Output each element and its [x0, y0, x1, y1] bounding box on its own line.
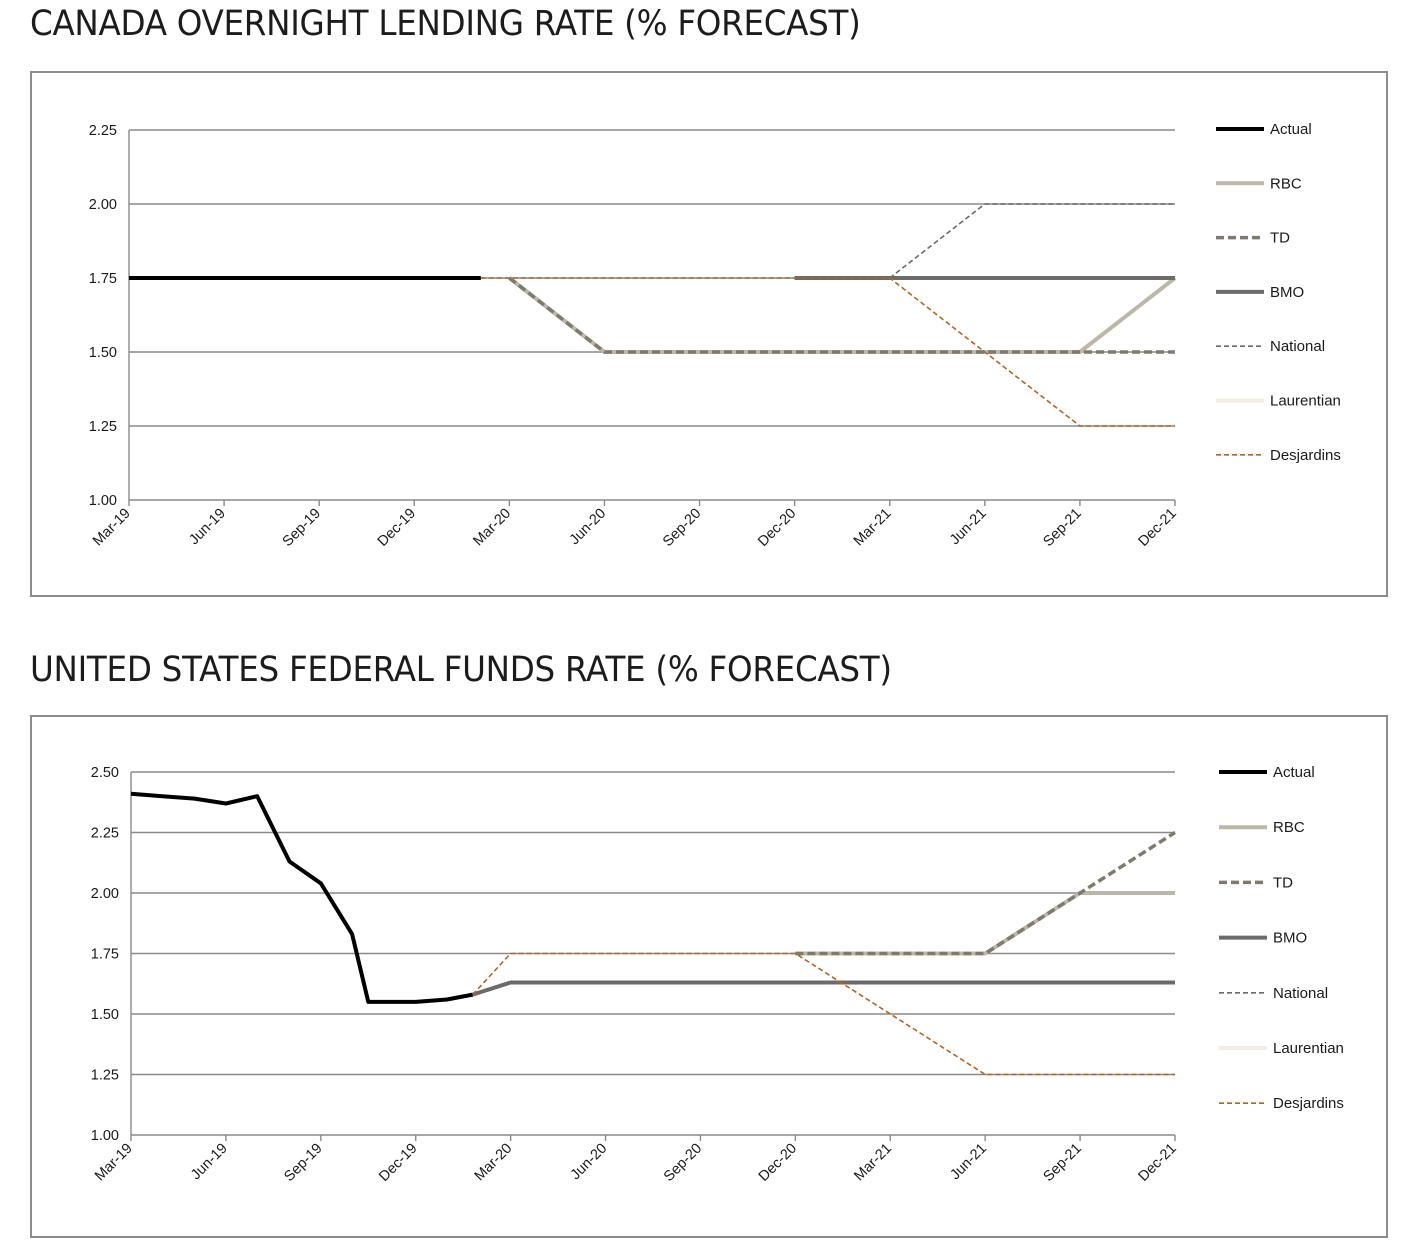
x-tick-label: Dec-21 — [1135, 506, 1179, 550]
legend-label-national: National — [1273, 985, 1328, 1002]
chart-us: 1.00 1.25 1.50 1.75 2.00 2.25 2.50 Mar-19 Jun-19… — [30, 715, 1388, 1238]
series-line-desjardins — [480, 277, 1175, 427]
y-tick-label: 2.25 — [91, 826, 119, 842]
y-tick-label: 1.75 — [89, 271, 117, 287]
y-tick-label: 2.25 — [89, 123, 117, 139]
y-tick-label: 2.00 — [91, 886, 119, 902]
x-tick-label: Jun-21 — [947, 506, 990, 549]
y-tick-label: 1.50 — [91, 1007, 119, 1023]
chart-us-svg: 1.00 1.25 1.50 1.75 2.00 2.25 2.50 Mar-19 Jun-19… — [91, 764, 1344, 1185]
legend-label-bmo: BMO — [1270, 284, 1304, 301]
x-tick-label: Sep-21 — [1040, 506, 1084, 550]
x-tick-label: Mar-19 — [90, 506, 134, 550]
y-tick-label: 1.75 — [91, 947, 119, 963]
y-tick-label: 1.50 — [89, 345, 117, 361]
y-tick-label: 1.25 — [91, 1068, 119, 1084]
x-tick-label: Jun-19 — [188, 1141, 231, 1184]
x-tick-label: Dec-19 — [375, 506, 419, 550]
series-line-rbc — [508, 276, 1177, 354]
series-line-actual — [130, 791, 474, 1004]
x-tick-label: Dec-19 — [376, 1141, 420, 1185]
x-tick-label: Jun-20 — [567, 506, 610, 549]
legend-label-td: TD — [1273, 874, 1293, 891]
legend-label-actual: Actual — [1273, 764, 1315, 781]
x-tick-label: Mar-20 — [472, 1141, 516, 1185]
x-tick-label: Mar-21 — [851, 1141, 895, 1185]
x-tick-label: Dec-20 — [755, 506, 799, 550]
legend-label-rbc: RBC — [1273, 819, 1305, 836]
y-tick-label: 2.50 — [91, 765, 119, 781]
y-tick-label: 1.00 — [89, 493, 117, 509]
x-tick-label: Mar-20 — [470, 506, 514, 550]
legend-label-national: National — [1270, 338, 1325, 355]
legend-label-desjardins: Desjardins — [1273, 1095, 1344, 1112]
x-tick-label: Mar-21 — [851, 506, 895, 550]
chart-title-canada: CANADA OVERNIGHT LENDING RATE (% FORECAS… — [30, 4, 861, 44]
series-line-td — [508, 276, 1175, 354]
y-tick-label: 2.00 — [89, 197, 117, 213]
series-line-desjardins — [472, 952, 1175, 1076]
series-line-national — [889, 203, 1175, 279]
x-tick-label: Dec-21 — [1135, 1141, 1179, 1185]
legend-label-desjardins: Desjardins — [1270, 447, 1341, 464]
series-line-td — [795, 831, 1176, 956]
x-tick-label: Jun-19 — [186, 506, 229, 549]
x-tick-label: Sep-20 — [660, 506, 704, 550]
legend-label-bmo: BMO — [1273, 930, 1307, 947]
x-tick-label: Sep-19 — [280, 506, 324, 550]
x-tick-label: Jun-20 — [568, 1141, 611, 1184]
series-line-bmo — [472, 980, 1175, 997]
x-tick-label: Sep-19 — [281, 1141, 325, 1185]
chart-title-us: UNITED STATES FEDERAL FUNDS RATE (% FORE… — [30, 650, 892, 690]
legend-label-laurentian: Laurentian — [1270, 393, 1341, 410]
x-tick-label: Sep-21 — [1041, 1141, 1085, 1185]
y-tick-label: 1.25 — [89, 419, 117, 435]
x-tick-label: Sep-20 — [661, 1141, 705, 1185]
y-tick-label: 1.00 — [91, 1128, 119, 1144]
chart-canada-svg: 1.00 1.25 1.50 1.75 2.00 2.25 Mar-19 Jun-19 Sep-… — [89, 121, 1341, 550]
series-line-rbc — [795, 891, 1175, 956]
legend-label-td: TD — [1270, 230, 1290, 247]
chart-canada: 1.00 1.25 1.50 1.75 2.00 2.25 Mar-19 Jun-19 Sep-… — [30, 71, 1388, 597]
x-tick-label: Jun-21 — [947, 1141, 990, 1184]
legend-label-actual: Actual — [1270, 121, 1312, 138]
legend-label-laurentian: Laurentian — [1273, 1040, 1344, 1057]
x-tick-label: Mar-19 — [92, 1141, 136, 1185]
x-tick-label: Dec-20 — [756, 1141, 800, 1185]
legend-label-rbc: RBC — [1270, 175, 1302, 192]
